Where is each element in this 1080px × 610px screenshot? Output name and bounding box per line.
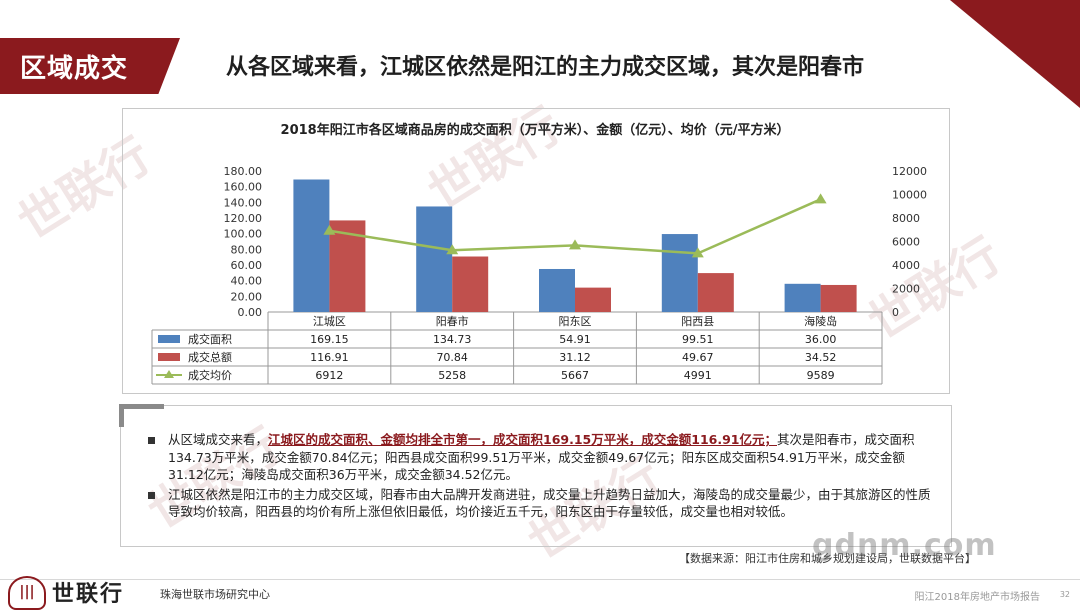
data-label: 169.15 (310, 333, 349, 346)
right-axis-tick-label: 4000 (892, 259, 920, 272)
page-heading: 从各区域来看，江城区依然是阳江的主力成交区域，其次是阳春市 (226, 55, 865, 80)
bar-amount (820, 284, 857, 312)
site-watermark: gdnm.com (812, 528, 997, 563)
data-label: 36.00 (805, 333, 837, 346)
footer-report-title: 阳江2018年房地产市场报告 (914, 592, 1040, 603)
data-label: 9589 (807, 369, 835, 382)
data-label: 134.73 (433, 333, 472, 346)
left-axis-tick-label: 40.00 (231, 275, 263, 288)
data-label: 49.67 (682, 351, 714, 364)
text-box-corner (119, 404, 164, 427)
bar-area (416, 206, 453, 312)
price-point (323, 224, 336, 235)
bar-area (539, 268, 575, 312)
bullet-text: 江城区依然是阳江市的主力成交区域，阳春市由大品牌开发商进驻，成交量上升趋势日益加… (168, 486, 931, 520)
chart-frame (122, 108, 950, 394)
left-axis-tick-label: 0.00 (238, 306, 263, 319)
right-axis-tick-label: 8000 (892, 212, 920, 225)
chart-title: 2018年阳江市各区域商品房的成交面积（万平方米）、金额（亿元）、均价（元/平方… (280, 123, 790, 138)
right-axis-tick-label: 6000 (892, 236, 920, 249)
legend-label: 成交面积 (188, 332, 232, 346)
category-label: 海陵岛 (804, 314, 837, 328)
text-box (120, 405, 952, 547)
footer-logo-text: 世联行 (52, 582, 125, 607)
square-bullet-icon (148, 491, 155, 499)
right-axis-tick-label: 10000 (892, 189, 927, 202)
price-point (691, 247, 704, 258)
legend-label: 成交总额 (188, 350, 232, 364)
data-label: 116.91 (310, 351, 349, 364)
category-label: 阳东区 (559, 315, 592, 328)
data-label: 34.52 (805, 351, 837, 364)
legend-label: 成交均价 (188, 368, 232, 382)
bar-area (784, 283, 821, 312)
legend-swatch (158, 335, 180, 343)
price-point (814, 193, 827, 204)
data-label: 54.91 (559, 333, 591, 346)
data-label: 4991 (684, 369, 712, 382)
category-label: 阳春市 (436, 314, 469, 328)
left-axis-tick-label: 140.00 (224, 196, 263, 209)
right-axis-tick-label: 0 (892, 306, 899, 319)
legend-marker (164, 370, 174, 378)
square-bullet-icon (148, 437, 155, 444)
data-label: 31.12 (559, 351, 591, 364)
bullet-item: 从区域成交来看，江城区的成交面积、金额均排全市第一，成交面积169.15万平米，… (148, 431, 932, 484)
data-source: 【数据来源：阳江市住房和城乡规划建设局，世联数据平台】 (679, 552, 976, 565)
bar-amount (575, 287, 611, 312)
bullet-text: 从区域成交来看， (168, 432, 269, 447)
category-label: 江城区 (313, 315, 346, 328)
left-axis-tick-label: 60.00 (231, 259, 263, 272)
left-axis-tick-label: 180.00 (224, 165, 263, 178)
left-axis-tick-label: 160.00 (224, 181, 263, 194)
section-tag-label: 区域成交 (20, 54, 129, 84)
bullet-text: 其次是阳春市，成交面积134.73万平米，成交金额70.84亿元；阳西县成交面积… (168, 432, 915, 482)
left-axis-tick-label: 120.00 (224, 212, 263, 225)
data-label: 99.51 (682, 333, 714, 346)
left-axis-tick-label: 20.00 (231, 290, 263, 303)
price-point (569, 239, 581, 250)
bar-area (661, 234, 698, 312)
price-point (446, 244, 459, 255)
left-axis-tick-label: 80.00 (231, 243, 263, 256)
section-tag: 区域成交 (0, 38, 180, 94)
bar-amount (697, 273, 734, 312)
bullet-list: 从区域成交来看，江城区的成交面积、金额均排全市第一，成交面积169.15万平米，… (148, 431, 932, 523)
corner-decoration (950, 0, 1080, 108)
data-label: 6912 (315, 369, 343, 382)
combo-chart: 0.00 20.00 40.00 60.00 80.00 100.00 120.00 140.… (151, 165, 927, 385)
data-label: 5667 (561, 369, 589, 382)
bullet-highlight: 江城区的成交面积、金额均排全市第一，成交面积169.15万平米，成交金额116.… (268, 432, 777, 447)
bar-area (293, 179, 330, 312)
logo-icon: ||| (8, 576, 46, 610)
category-label: 阳西县 (681, 315, 714, 328)
right-axis-tick-label: 12000 (892, 165, 927, 178)
footer-divider (0, 579, 1080, 580)
bullet-item: 江城区依然是阳江市的主力成交区域，阳春市由大品牌开发商进驻，成交量上升趋势日益加… (148, 486, 932, 521)
bar-amount (452, 256, 489, 312)
left-axis-tick-label: 100.00 (224, 228, 263, 241)
footer-company: 珠海世联市场研究中心 (160, 588, 270, 601)
data-label: 70.84 (436, 351, 468, 364)
page-number: 32 (1059, 590, 1070, 599)
right-axis-tick-label: 2000 (892, 283, 920, 296)
data-label: 5258 (438, 369, 466, 382)
legend-swatch (158, 353, 180, 361)
